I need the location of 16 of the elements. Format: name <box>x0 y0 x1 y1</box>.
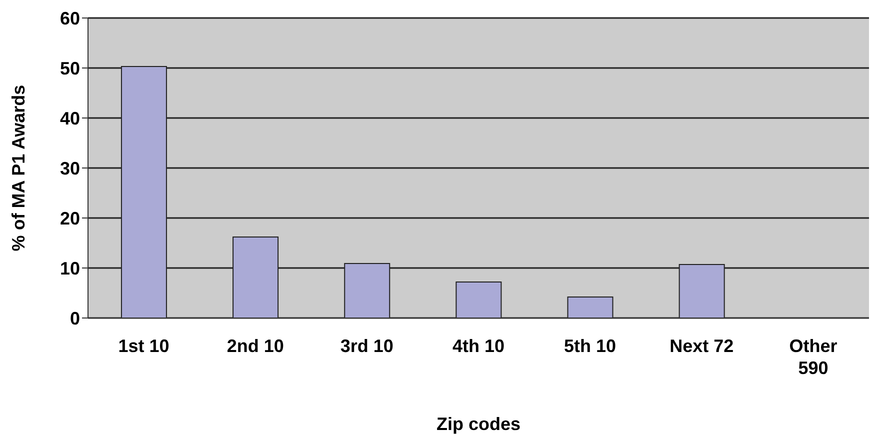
y-tick-label: 30 <box>60 158 80 178</box>
y-axis-title: % of MA P1 Awards <box>8 84 28 252</box>
y-tick-label: 20 <box>60 208 80 228</box>
x-tick-label: Next 72 <box>670 336 734 356</box>
x-axis-title: Zip codes <box>436 414 521 434</box>
y-tick-label: 40 <box>60 108 80 128</box>
y-tick-label: 60 <box>60 8 80 28</box>
x-tick-label: 4th 10 <box>452 336 505 356</box>
x-tick-label: 2nd 10 <box>226 336 284 356</box>
x-tick-label: 5th 10 <box>564 336 616 356</box>
y-tick-label: 0 <box>70 308 80 328</box>
y-tick-label: 10 <box>60 258 80 278</box>
x-tick-label: 3rd 10 <box>340 336 394 356</box>
x-tick-label: 1st 10 <box>118 336 170 356</box>
x-tick-label: Other 590 <box>789 336 838 378</box>
y-tick-label: 50 <box>60 58 80 78</box>
